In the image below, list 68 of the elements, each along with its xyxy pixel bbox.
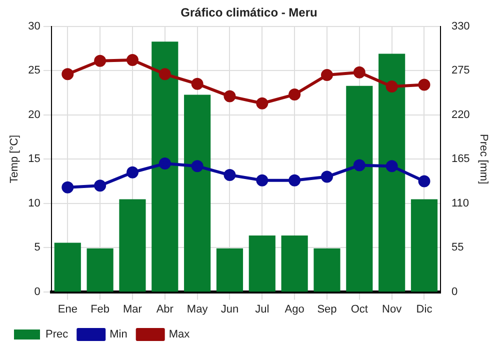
x-tick-label: Sep [317, 303, 337, 316]
point [62, 68, 74, 80]
y2-tick-label: 165 [451, 153, 470, 166]
y-tick-label: 20 [28, 108, 40, 121]
x-tick-label: Oct [350, 303, 368, 316]
bar [248, 236, 276, 292]
bar [86, 248, 114, 292]
y2-tick-label: 330 [451, 20, 470, 32]
x-tick-label: Feb [90, 303, 110, 316]
x-tick-label: Mar [123, 303, 142, 316]
bar [378, 54, 406, 292]
bar [152, 42, 178, 292]
y-tick-label: 25 [28, 64, 40, 77]
point [386, 160, 398, 172]
x-tick-label: Ene [58, 303, 78, 316]
x-tick-label: Jun [220, 303, 239, 316]
y2-tick-label: 275 [451, 64, 470, 77]
bar [410, 199, 438, 292]
x-tick-label: Nov [382, 303, 402, 316]
legend-label: Max [168, 328, 190, 341]
point [191, 78, 204, 90]
point [62, 181, 74, 194]
bar [346, 86, 373, 292]
chart-title: Gráfico climático - Meru [180, 6, 318, 20]
point [126, 54, 138, 66]
point [288, 174, 301, 186]
legend-label: Prec [46, 328, 69, 341]
point [353, 159, 366, 172]
point [94, 54, 106, 67]
point [418, 175, 430, 188]
bar [216, 248, 244, 292]
point [320, 69, 333, 82]
x-tick-label: Dic [416, 303, 433, 316]
y2-tick-label: 0 [451, 286, 458, 298]
y-tick-label: 15 [28, 153, 40, 166]
point [256, 174, 268, 186]
y2-tick-label: 55 [451, 242, 464, 254]
y-tick-label: 5 [34, 242, 40, 254]
point [94, 180, 106, 192]
point [126, 166, 138, 178]
x-tick-label: Ago [284, 303, 304, 316]
point [224, 90, 236, 102]
legend-label: Min [110, 328, 128, 341]
y2-tick-label: 220 [451, 108, 470, 121]
x-tick-label: Jul [255, 303, 270, 316]
bar [119, 199, 146, 292]
point [158, 158, 171, 170]
bar [314, 248, 340, 292]
bar [54, 242, 81, 292]
point [191, 160, 204, 172]
point [288, 88, 301, 101]
point [224, 169, 236, 182]
point [353, 66, 366, 78]
y-tick-label: 10 [28, 197, 40, 210]
x-tick-label: Abr [156, 303, 174, 316]
bar [184, 94, 211, 292]
y2-tick-label: 110 [451, 197, 469, 210]
y2-axis-title: Prec [mm] [477, 134, 490, 184]
point [256, 97, 268, 110]
point [418, 78, 430, 91]
point [386, 80, 398, 93]
y-axis-title: Temp [°C] [8, 134, 21, 184]
y-tick-label: 30 [28, 20, 40, 32]
x-tick-label: May [186, 303, 208, 316]
point [158, 68, 171, 80]
point [320, 170, 333, 183]
bar [281, 236, 308, 292]
y-tick-label: 0 [34, 286, 40, 298]
